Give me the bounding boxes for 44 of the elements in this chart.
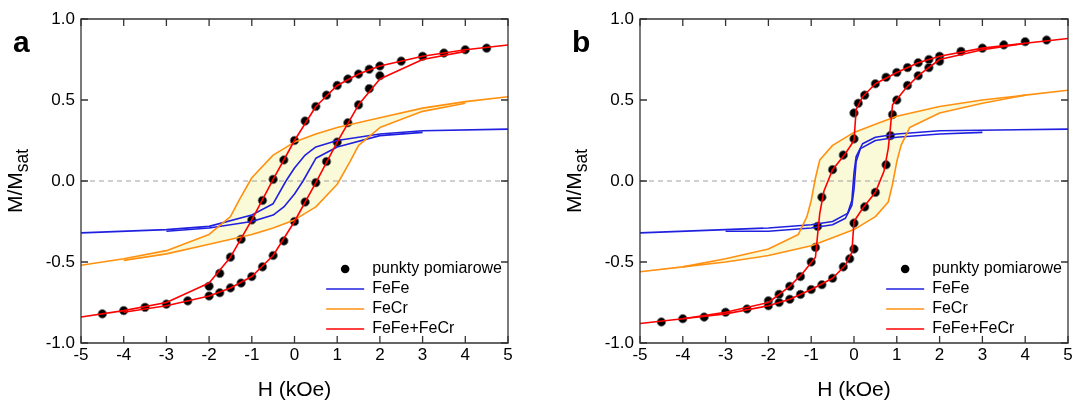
x-tick-label: -1 <box>244 344 260 364</box>
legend-label: FeFe <box>372 279 410 297</box>
x-tick-label: -5 <box>632 344 648 364</box>
x-tick-label: 0 <box>849 344 859 364</box>
x-tick-label: 1 <box>892 344 902 364</box>
x-tick-label: -4 <box>116 344 132 364</box>
y-tick-label: 1.0 <box>610 8 634 28</box>
x-tick-label: 2 <box>934 344 945 364</box>
x-axis-title: H (kOe) <box>817 377 891 401</box>
x-tick-label: -3 <box>718 344 734 364</box>
y-tick-label: -1.0 <box>45 332 75 352</box>
chart-title: a <box>13 25 30 58</box>
legend-label: punkty pomiarowe <box>372 259 503 277</box>
x-axis-title: H (kOe) <box>257 377 332 401</box>
x-tick-label: 1 <box>332 344 342 364</box>
x-tick-label: 0 <box>289 344 300 364</box>
x-tick-label: -2 <box>201 344 217 364</box>
y-tick-label: 1.0 <box>51 8 75 28</box>
legend-label: FeFe+FeCr <box>372 319 456 337</box>
x-tick-label: 4 <box>1020 344 1030 364</box>
x-tick-label: -2 <box>760 344 776 364</box>
x-tick-label: -4 <box>675 344 691 364</box>
x-tick-label: 4 <box>460 344 471 364</box>
x-tick-label: 3 <box>977 344 988 364</box>
x-tick-label: -3 <box>158 344 174 364</box>
y-tick-label: 0.5 <box>51 89 75 109</box>
y-tick-label: 0.0 <box>51 170 75 190</box>
y-tick-label: 0.5 <box>610 89 634 109</box>
x-tick-label: -1 <box>803 344 819 364</box>
chart-title: b <box>572 25 591 58</box>
legend-label: FeCr <box>372 299 409 317</box>
x-tick-label: -5 <box>73 344 89 364</box>
y-tick-label: -0.5 <box>604 251 634 271</box>
y-tick-label: 0.0 <box>610 170 634 190</box>
x-tick-label: 5 <box>1063 344 1073 364</box>
y-tick-label: -0.5 <box>45 251 75 271</box>
y-tick-label: -1.0 <box>604 332 634 352</box>
legend-label: punkty pomiarowe <box>932 259 1063 277</box>
x-tick-label: 3 <box>417 344 428 364</box>
legend-label: FeFe+FeCr <box>932 319 1016 337</box>
legend-label: FeCr <box>932 299 969 317</box>
x-tick-label: 5 <box>503 344 513 364</box>
legend-label: FeFe <box>932 279 970 297</box>
x-tick-label: 2 <box>375 344 385 364</box>
